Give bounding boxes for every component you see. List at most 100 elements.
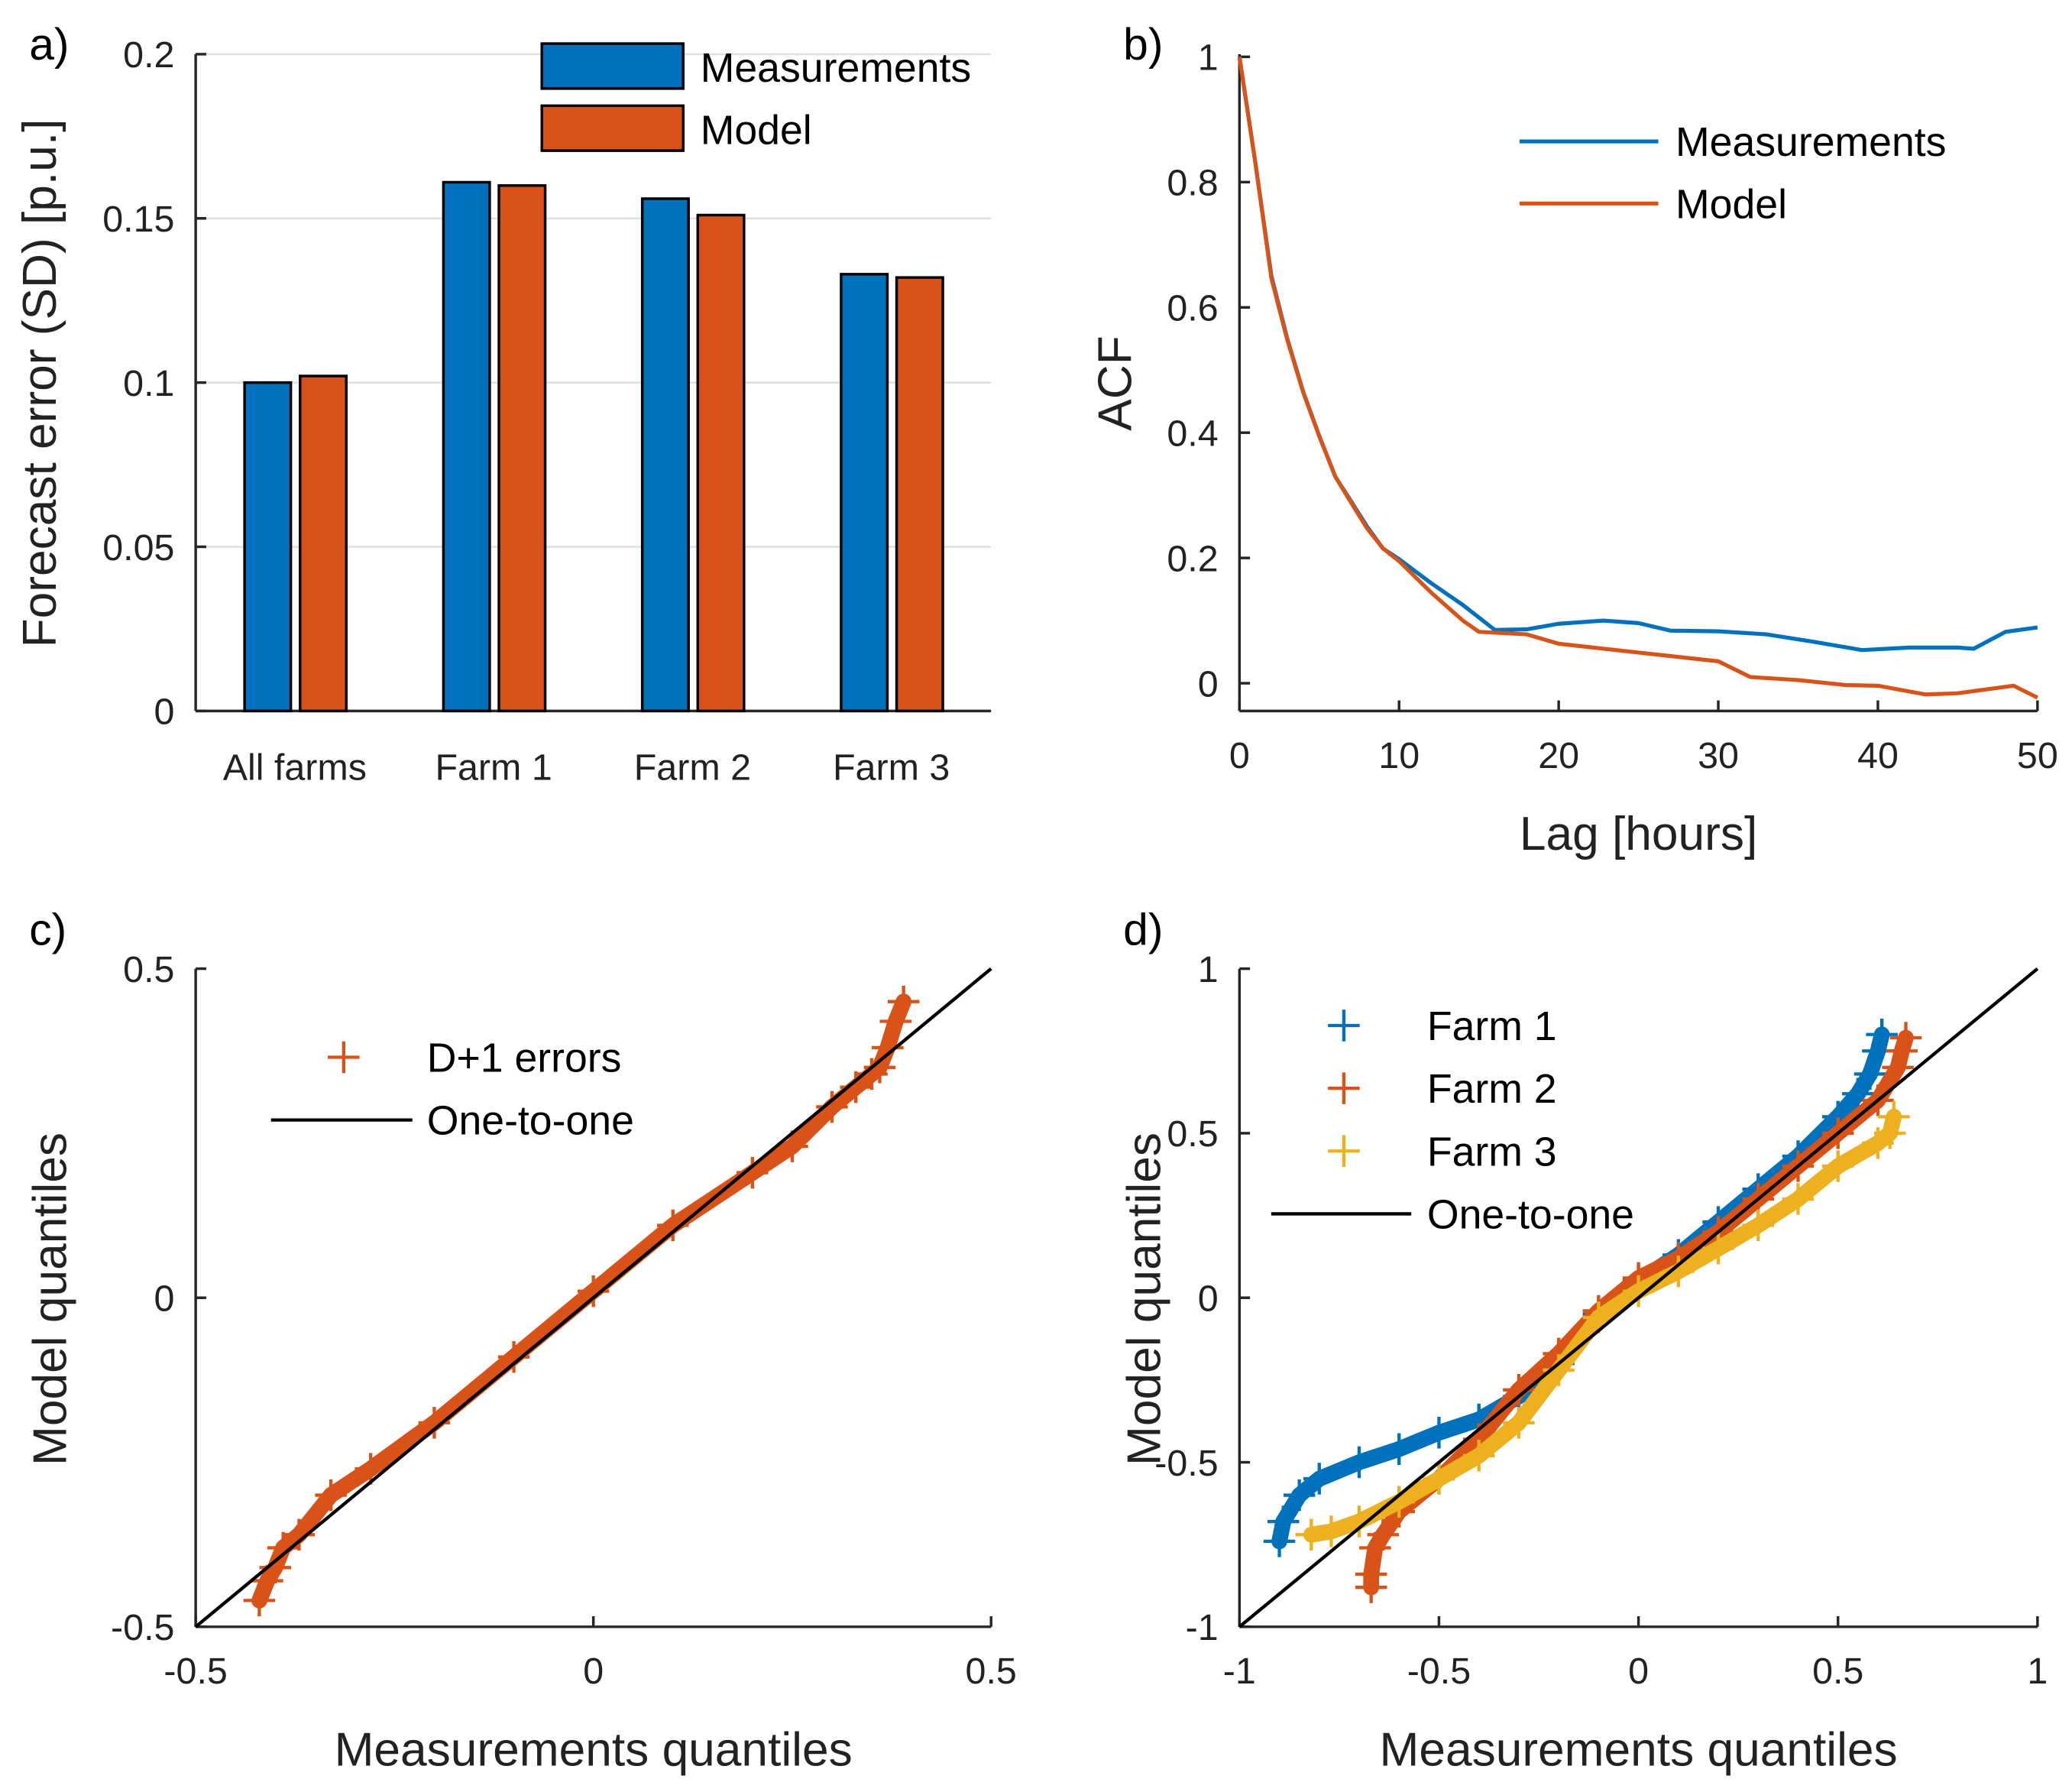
legend-marker bbox=[328, 1041, 360, 1074]
x-tick-label: -1 bbox=[1223, 1651, 1256, 1692]
quantile-point bbox=[577, 1275, 610, 1308]
legend-label: Farm 3 bbox=[1427, 1129, 1557, 1175]
quantile-point bbox=[1742, 1209, 1775, 1242]
x-tick-label: 40 bbox=[1857, 735, 1899, 776]
quantile-point bbox=[259, 1551, 291, 1584]
quantile-point bbox=[418, 1407, 451, 1439]
x-tick-label: All farms bbox=[223, 747, 367, 788]
quantile-point bbox=[283, 1518, 316, 1551]
y-axis-label: Model quantiles bbox=[1119, 1133, 1171, 1466]
y-tick-label: 0 bbox=[154, 692, 175, 733]
panel-label: b) bbox=[1123, 20, 1163, 70]
quantile-point bbox=[1423, 1417, 1455, 1449]
legend-label: Measurements bbox=[1675, 119, 1946, 165]
x-axis-label: Measurements quantiles bbox=[1379, 1723, 1897, 1776]
x-tick-label: 10 bbox=[1378, 735, 1420, 776]
quantile-point bbox=[497, 1340, 530, 1373]
y-tick-label: 0.5 bbox=[1167, 1113, 1218, 1155]
quantile-point bbox=[887, 985, 920, 1018]
legend-label: Farm 1 bbox=[1427, 1003, 1557, 1049]
y-tick-label: 0.5 bbox=[123, 949, 174, 990]
y-tick-label: 1 bbox=[1198, 37, 1219, 79]
x-tick-label: 20 bbox=[1538, 735, 1579, 776]
y-tick-label: -0.5 bbox=[1154, 1443, 1218, 1484]
quantile-point bbox=[1873, 1117, 1906, 1149]
x-axis-label: Lag [hours] bbox=[1520, 808, 1757, 860]
quantile-point bbox=[1343, 1446, 1375, 1479]
x-tick-label: -0.5 bbox=[1407, 1651, 1471, 1692]
y-axis-label: ACF bbox=[1089, 335, 1142, 430]
panel-label: d) bbox=[1123, 905, 1163, 954]
quantile-point bbox=[1702, 1232, 1734, 1265]
x-tick-label: Farm 3 bbox=[833, 747, 950, 788]
y-axis-label: Model quantiles bbox=[24, 1133, 77, 1466]
quantile-point bbox=[776, 1130, 808, 1162]
bar-measurements bbox=[840, 273, 889, 713]
quantile-point bbox=[1383, 1433, 1415, 1466]
legend-label: Measurements bbox=[701, 45, 971, 91]
x-tick-label: -0.5 bbox=[163, 1651, 227, 1692]
bar-measurements bbox=[243, 381, 293, 713]
quantile-point bbox=[1842, 1077, 1874, 1110]
quantile-point bbox=[1295, 1518, 1328, 1551]
quantile-point bbox=[1315, 1515, 1348, 1547]
y-tick-label: -1 bbox=[1186, 1607, 1219, 1648]
quantile-point bbox=[243, 1584, 276, 1617]
y-tick-label: 0.2 bbox=[1167, 538, 1218, 579]
quantile-point bbox=[1267, 1505, 1300, 1538]
y-axis-label: Forecast error (SD) [p.u.] bbox=[14, 119, 66, 648]
legend-marker bbox=[1328, 1135, 1360, 1168]
x-tick-label: 30 bbox=[1698, 735, 1739, 776]
quantile-point bbox=[1889, 1022, 1922, 1054]
bar-model bbox=[299, 374, 348, 713]
y-tick-label: 0 bbox=[154, 1278, 175, 1320]
quantile-point bbox=[315, 1479, 347, 1512]
quantile-point bbox=[737, 1156, 769, 1189]
y-tick-label: 0 bbox=[1198, 663, 1219, 705]
panel-label: c) bbox=[29, 905, 66, 954]
quantile-point bbox=[1355, 1558, 1387, 1590]
legend-label: One-to-one bbox=[1427, 1191, 1634, 1237]
bar-model bbox=[497, 184, 547, 713]
quantile-point bbox=[1359, 1531, 1391, 1564]
x-tick-label: 0.5 bbox=[1812, 1651, 1863, 1692]
acf-line-model bbox=[1237, 56, 2039, 700]
bar-model bbox=[895, 276, 944, 713]
bar-measurements bbox=[442, 180, 491, 713]
quantile-point bbox=[872, 1032, 904, 1064]
y-tick-label: 0.8 bbox=[1167, 163, 1218, 204]
y-tick-label: 0.15 bbox=[102, 199, 174, 240]
quantile-band-2 bbox=[1303, 1108, 1902, 1543]
quantile-point bbox=[267, 1531, 299, 1564]
bar-model bbox=[696, 213, 746, 713]
quantile-point bbox=[1821, 1150, 1854, 1182]
quantile-point bbox=[1462, 1440, 1495, 1472]
y-tick-label: -0.5 bbox=[111, 1607, 174, 1648]
quantile-point bbox=[1886, 1035, 1918, 1068]
y-tick-label: 0.6 bbox=[1167, 288, 1218, 329]
x-axis-label: Measurements quantiles bbox=[335, 1723, 853, 1776]
legend-label: D+1 errors bbox=[427, 1035, 622, 1081]
x-tick-label: 50 bbox=[2017, 735, 2058, 776]
quantile-point bbox=[840, 1071, 872, 1103]
quantile-point bbox=[1878, 1100, 1910, 1133]
quantile-point bbox=[657, 1209, 689, 1242]
quantile-point bbox=[1283, 1479, 1316, 1512]
quantile-band-0 bbox=[1271, 1026, 1890, 1550]
quantile-point bbox=[1582, 1301, 1615, 1333]
legend-label: Model bbox=[701, 107, 812, 153]
legend-marker bbox=[1328, 1009, 1360, 1042]
quantile-point bbox=[1782, 1183, 1815, 1215]
x-tick-label: 0 bbox=[1229, 735, 1250, 776]
one-to-one-line bbox=[194, 967, 992, 1628]
quantile-point bbox=[1367, 1518, 1400, 1551]
bar-measurements bbox=[640, 197, 690, 713]
quantile-point bbox=[863, 1052, 896, 1084]
legend-label: Farm 2 bbox=[1427, 1066, 1557, 1112]
y-tick-label: 0.1 bbox=[123, 363, 174, 404]
quantile-point bbox=[856, 1058, 888, 1090]
one-to-one-line bbox=[1238, 967, 2039, 1628]
y-tick-label: 0.05 bbox=[102, 527, 174, 569]
legend-swatch bbox=[540, 42, 685, 90]
